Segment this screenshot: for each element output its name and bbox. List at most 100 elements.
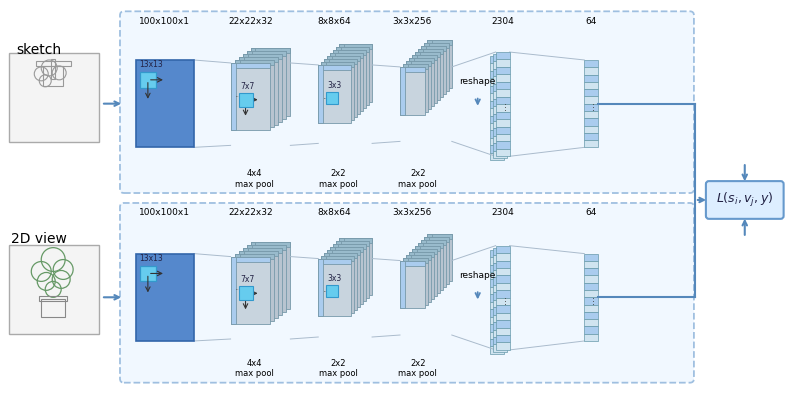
Bar bbox=[492, 270, 507, 277]
Bar bbox=[418, 49, 423, 97]
Bar bbox=[403, 258, 428, 262]
Bar bbox=[585, 104, 598, 111]
Bar bbox=[409, 252, 434, 299]
Bar bbox=[239, 251, 278, 318]
Bar bbox=[492, 255, 507, 262]
Bar bbox=[585, 290, 598, 297]
Bar bbox=[496, 260, 510, 268]
Bar bbox=[585, 97, 598, 104]
Bar bbox=[489, 63, 504, 71]
Text: 100x100x1: 100x100x1 bbox=[139, 17, 191, 26]
Text: ...: ... bbox=[586, 295, 597, 304]
Bar bbox=[585, 89, 598, 97]
Bar bbox=[403, 64, 428, 112]
Bar bbox=[136, 254, 194, 341]
Bar bbox=[489, 302, 504, 309]
Bar bbox=[330, 53, 335, 111]
Bar bbox=[496, 119, 510, 126]
Text: ...: ... bbox=[323, 284, 333, 294]
Bar bbox=[247, 245, 251, 312]
Bar bbox=[400, 260, 405, 308]
Bar bbox=[496, 89, 510, 97]
Bar bbox=[489, 279, 504, 287]
Bar bbox=[496, 97, 510, 104]
Text: ...: ... bbox=[235, 89, 246, 99]
Bar bbox=[251, 48, 290, 53]
Bar bbox=[496, 327, 510, 335]
Bar bbox=[231, 256, 270, 262]
FancyBboxPatch shape bbox=[706, 181, 783, 219]
Text: 3x3: 3x3 bbox=[327, 274, 341, 283]
Bar bbox=[239, 286, 252, 300]
Bar bbox=[489, 115, 504, 123]
Bar bbox=[585, 268, 598, 275]
Bar bbox=[239, 57, 278, 125]
Bar bbox=[421, 46, 446, 94]
Bar bbox=[492, 300, 507, 307]
Bar bbox=[318, 258, 323, 316]
Bar bbox=[489, 272, 504, 279]
Bar bbox=[400, 67, 405, 115]
Text: ...: ... bbox=[586, 101, 597, 110]
Bar bbox=[418, 49, 443, 97]
Text: 13x13: 13x13 bbox=[139, 253, 162, 262]
Bar bbox=[339, 44, 372, 49]
Bar bbox=[412, 249, 437, 254]
Bar bbox=[489, 108, 504, 115]
Bar bbox=[424, 237, 449, 284]
Bar bbox=[489, 130, 504, 138]
Bar bbox=[239, 93, 252, 107]
Bar bbox=[492, 84, 507, 91]
Bar bbox=[322, 256, 354, 260]
Bar bbox=[339, 44, 372, 102]
Bar bbox=[492, 262, 507, 270]
Bar bbox=[235, 60, 274, 128]
Bar bbox=[235, 254, 240, 321]
Bar bbox=[243, 248, 282, 253]
Bar bbox=[415, 245, 420, 293]
Bar bbox=[585, 74, 598, 82]
Bar bbox=[327, 56, 333, 113]
Bar bbox=[251, 48, 255, 115]
Text: 3x3x256: 3x3x256 bbox=[392, 17, 432, 26]
Text: reshape: reshape bbox=[459, 77, 496, 86]
Bar bbox=[492, 99, 507, 106]
Bar bbox=[327, 250, 360, 307]
Text: 64: 64 bbox=[585, 208, 597, 217]
Bar bbox=[336, 47, 369, 105]
Bar bbox=[327, 56, 360, 113]
Text: 2304: 2304 bbox=[491, 208, 514, 217]
Bar bbox=[412, 55, 437, 103]
Bar bbox=[330, 53, 363, 111]
Text: ...: ... bbox=[403, 94, 414, 104]
Bar bbox=[247, 245, 286, 250]
Bar bbox=[585, 126, 598, 133]
Bar bbox=[336, 47, 341, 105]
Bar bbox=[403, 64, 408, 112]
Bar bbox=[496, 149, 510, 156]
Bar bbox=[489, 123, 504, 130]
Text: 4x4
max pool: 4x4 max pool bbox=[235, 359, 274, 379]
Bar bbox=[427, 40, 452, 88]
Bar bbox=[418, 243, 443, 248]
Bar bbox=[336, 241, 369, 245]
Bar bbox=[400, 260, 425, 308]
Text: 3x3: 3x3 bbox=[327, 81, 341, 90]
Bar bbox=[496, 313, 510, 320]
Bar bbox=[318, 65, 323, 123]
Bar bbox=[243, 248, 247, 315]
Bar bbox=[333, 243, 366, 301]
Bar bbox=[489, 153, 504, 160]
Text: 8x8x64: 8x8x64 bbox=[318, 17, 351, 26]
Bar bbox=[247, 51, 286, 119]
Bar bbox=[585, 283, 598, 290]
Bar bbox=[324, 253, 357, 310]
Bar bbox=[492, 344, 507, 352]
Bar bbox=[39, 296, 67, 301]
Bar bbox=[326, 285, 338, 297]
Bar bbox=[489, 309, 504, 317]
Bar bbox=[424, 237, 449, 242]
Bar bbox=[231, 256, 270, 324]
Bar bbox=[489, 250, 504, 257]
Bar bbox=[492, 121, 507, 128]
